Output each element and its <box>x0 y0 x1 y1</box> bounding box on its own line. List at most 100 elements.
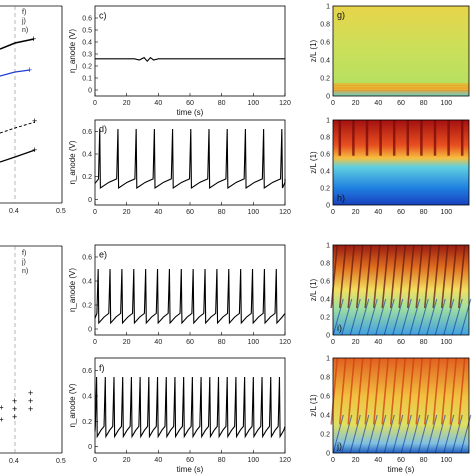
heatmap-stripe <box>423 357 432 425</box>
x-tick-label: 0 <box>331 457 335 464</box>
x-tick-label: 20 <box>352 457 360 464</box>
x-tick-label: 60 <box>397 457 405 464</box>
left-bottom-marker-2: + <box>0 415 4 424</box>
x-tick-label: 60 <box>186 100 194 107</box>
plot-frame <box>94 5 286 97</box>
panel-label: f) <box>99 363 105 373</box>
series-line <box>94 376 286 439</box>
x-tick-label: 100 <box>247 209 259 216</box>
panel-label: e) <box>99 250 107 260</box>
x-tick-label: 100 <box>440 339 452 346</box>
y-axis-label: z/L (1) <box>309 39 318 62</box>
y-tick-label: 0.2 <box>82 64 92 71</box>
x-tick-label: 20 <box>352 100 360 107</box>
left-bottom-marker-3: + <box>12 396 17 406</box>
heatmap-stripe-low <box>392 298 404 336</box>
x-tick-label: 80 <box>420 209 428 216</box>
heatmap-stripe-low <box>349 414 361 454</box>
x-tick-label: 60 <box>186 209 194 216</box>
x-tick-label: 60 <box>397 209 405 216</box>
y-tick-label: 0.2 <box>82 303 92 310</box>
left-bottom-marker-5: + <box>12 412 17 422</box>
x-tick-label: 40 <box>154 100 162 107</box>
y-tick-label: 0 <box>326 451 330 458</box>
left-bottom-marker-6: + <box>28 388 33 398</box>
y-tick-label: 0.4 <box>320 169 330 176</box>
x-tick-label: 60 <box>186 339 194 346</box>
left-top-marker-4: + <box>32 145 37 155</box>
y-tick-label: 0.4 <box>82 40 92 47</box>
left-bottom-xtick-05: 0.5 <box>56 458 66 465</box>
heatmap-stripe-low <box>443 414 455 454</box>
heatmap-frame <box>332 244 470 336</box>
y-tick-label: 0.8 <box>320 375 330 382</box>
series-line <box>94 268 286 325</box>
x-tick-label: 20 <box>123 209 131 216</box>
heatmap-stripe-low <box>375 298 387 336</box>
x-tick-label: 0 <box>331 100 335 107</box>
y-tick-label: 0 <box>88 327 92 334</box>
y-axis-label: z/L (1) <box>309 278 318 301</box>
y-tick-label: 0.6 <box>82 255 92 262</box>
heatmap-stripe <box>406 244 415 309</box>
y-tick-label: 0.2 <box>320 76 330 83</box>
y-tick-label: 0.2 <box>320 432 330 439</box>
x-tick-label: 120 <box>279 209 291 216</box>
x-tick-label: 60 <box>397 100 405 107</box>
heatmap-stripe <box>381 244 390 309</box>
y-axis-label: η_anode (V) <box>68 383 77 427</box>
panel-label: d) <box>99 124 107 134</box>
heatmap-stripe <box>449 244 458 309</box>
x-tick-label: 40 <box>154 209 162 216</box>
y-tick-label: 0 <box>326 333 330 340</box>
y-tick-label: 0.6 <box>82 129 92 136</box>
left-top-series-blue <box>0 69 31 77</box>
x-tick-label: 100 <box>247 339 259 346</box>
y-tick-label: 0 <box>326 203 330 210</box>
x-axis-label: time (s) <box>177 465 204 474</box>
heatmap-j: 0 20 40 60 80 100 0 0.2 0.4 0.6 0.8 1 z/L (1) time (s… <box>309 356 472 474</box>
x-tick-label: 80 <box>420 457 428 464</box>
left-top-series-dashed <box>0 121 36 134</box>
x-tick-label: 80 <box>218 209 226 216</box>
y-tick-label: 1 <box>326 4 330 11</box>
y-axis-label: η_anode (V) <box>68 29 77 73</box>
heatmap-stripe <box>355 244 364 309</box>
y-axis-label: η_anode (V) <box>68 268 77 312</box>
x-tick-label: 100 <box>247 100 259 107</box>
heatmap-stripe <box>432 244 441 309</box>
heatmap-stripe <box>440 357 449 425</box>
y-tick-label: 0.4 <box>320 58 330 65</box>
x-tick-label: 20 <box>123 457 131 464</box>
heatmap-stripe-low <box>426 414 438 454</box>
heatmap-stripe-low <box>366 298 378 336</box>
heatmap-stripe-low <box>341 298 353 336</box>
heatmap-stripe <box>355 357 364 425</box>
panel-label: h) <box>337 193 345 203</box>
heatmap-g: 0 20 40 60 80 100 0 0.2 0.4 0.6 0.8 1 z/L (1) g) <box>309 4 470 107</box>
heatmap-stripe-low <box>417 298 429 336</box>
heatmap-stripe <box>372 357 381 425</box>
x-tick-label: 100 <box>440 100 452 107</box>
heatmap-frame <box>332 5 470 97</box>
heatmap-stripe <box>449 357 458 425</box>
heatmap-stripe-low <box>375 414 387 454</box>
y-tick-label: 1 <box>326 118 330 125</box>
heatmap-stripe <box>347 357 356 425</box>
heatmap-stripe-low <box>451 298 463 336</box>
heatmap-stripe-low <box>409 414 421 454</box>
left-top-xtick-04: 0.4 <box>9 208 19 215</box>
heatmap-stripe-low <box>366 414 378 454</box>
heatmap-frame <box>332 357 470 454</box>
x-tick-label: 0 <box>93 339 97 346</box>
y-tick-label: 0.6 <box>320 40 330 47</box>
y-tick-label: 0.6 <box>320 394 330 401</box>
y-tick-label: 0.2 <box>320 186 330 193</box>
left-top-annot-3: n) <box>22 27 28 34</box>
heatmap-stripe <box>406 357 415 425</box>
x-tick-label: 0 <box>331 339 335 346</box>
heatmap-h-fill <box>333 120 469 205</box>
heatmap-h: 0 20 40 60 80 100 0 0.2 0.4 0.6 0.8 1 z/L (1) h) <box>309 118 470 216</box>
panel-label: c) <box>99 11 107 21</box>
